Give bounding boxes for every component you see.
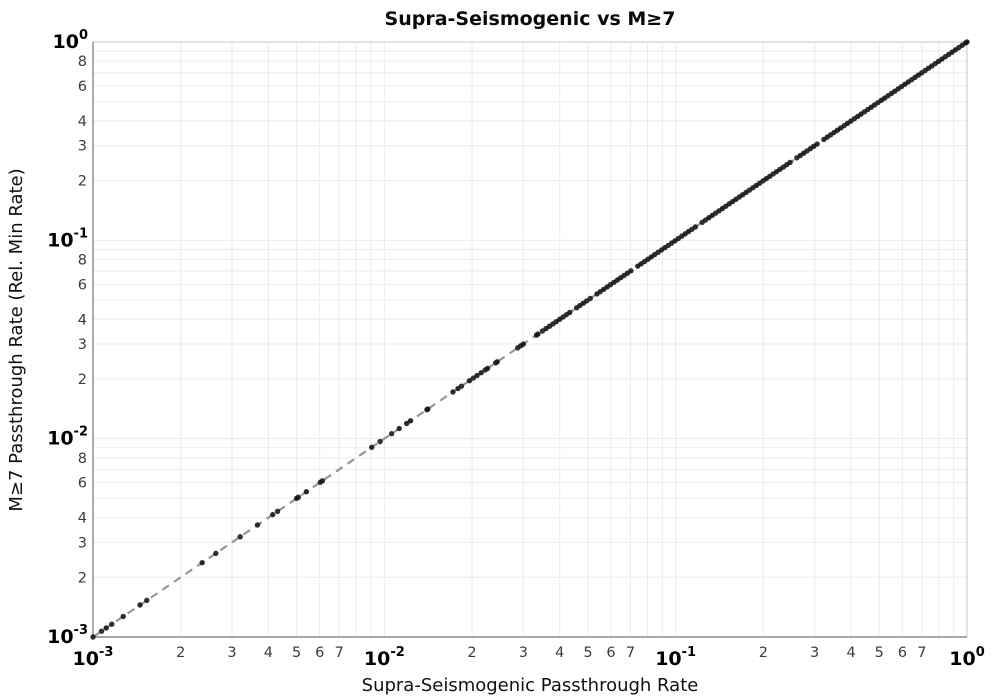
minor-tick-label: 3	[78, 337, 87, 353]
minor-tick-label: 4	[264, 645, 273, 661]
data-point	[199, 559, 205, 566]
major-tick-label: 10-1	[655, 645, 696, 670]
minor-tick-label: 4	[78, 511, 87, 527]
minor-tick-label: 8	[78, 451, 87, 467]
minor-tick-label: 7	[917, 645, 926, 661]
minor-tick-label: 6	[898, 645, 907, 661]
minor-tick-label: 6	[78, 277, 87, 293]
x-axis-title: Supra-Seismogenic Passthrough Rate	[362, 675, 699, 696]
minor-tick-label: 5	[583, 645, 592, 661]
data-point	[270, 511, 276, 518]
data-point	[494, 359, 500, 365]
minor-tick-label: 2	[467, 645, 476, 661]
data-point	[254, 522, 261, 528]
data-point	[520, 341, 527, 347]
grid-layer	[93, 41, 968, 637]
data-point	[213, 550, 219, 557]
minor-tick-label: 3	[78, 535, 87, 551]
data-point	[295, 494, 302, 500]
minor-tick-label: 2	[78, 570, 87, 586]
minor-tick-label: 8	[78, 253, 87, 269]
minor-tick-label: 6	[78, 79, 87, 95]
major-tick-label: 10-3	[47, 623, 88, 648]
minor-tick-label: 3	[227, 645, 236, 661]
minor-tick-label: 6	[78, 476, 87, 492]
data-point	[567, 309, 573, 316]
major-tick-label: 10-3	[73, 645, 114, 670]
data-point	[90, 634, 96, 640]
data-point	[458, 383, 465, 389]
data-point	[403, 420, 410, 427]
data-point	[814, 141, 820, 147]
data-point	[628, 268, 634, 274]
data-point	[474, 372, 480, 379]
data-point	[692, 224, 699, 230]
data-point	[388, 431, 395, 437]
data-point	[319, 478, 326, 484]
data-point	[407, 418, 414, 424]
data-point	[103, 625, 109, 631]
major-tick-label: 100	[53, 28, 89, 53]
major-tick-label: 10-2	[364, 645, 405, 670]
minor-tick-label: 4	[78, 312, 87, 328]
major-tick-label: 100	[949, 645, 985, 670]
minor-tick-label: 8	[78, 54, 87, 70]
minor-tick-label: 2	[759, 645, 768, 661]
data-points-layer	[90, 39, 970, 640]
data-point	[377, 438, 383, 445]
minor-tick-label: 2	[78, 174, 87, 190]
minor-tick-label: 5	[875, 645, 884, 661]
minor-tick-label: 4	[846, 645, 855, 661]
minor-tick-label: 4	[78, 114, 87, 130]
data-point	[450, 389, 456, 395]
data-point	[144, 597, 150, 604]
minor-tick-label: 6	[606, 645, 615, 661]
data-point	[425, 406, 431, 412]
data-point	[120, 613, 126, 620]
data-point	[535, 331, 541, 337]
data-point	[109, 621, 115, 627]
y-axis-title: M≥7 Passthrough Rate (Rel. Min Rate)	[6, 168, 27, 511]
minor-tick-label: 3	[519, 645, 528, 661]
minor-tick-label: 3	[810, 645, 819, 661]
data-point	[964, 39, 970, 45]
data-point	[369, 444, 375, 450]
minor-tick-label: 2	[78, 372, 87, 388]
minor-tick-label: 7	[626, 645, 635, 661]
data-point	[396, 425, 402, 432]
minor-tick-label: 3	[78, 139, 87, 155]
minor-tick-label: 2	[176, 645, 185, 661]
minor-tick-label: 4	[555, 645, 564, 661]
chart-title: Supra-Seismogenic vs M≥7	[385, 8, 676, 30]
data-point	[303, 489, 310, 495]
data-point	[787, 159, 793, 166]
data-point	[274, 508, 281, 515]
minor-tick-label: 6	[315, 645, 324, 661]
data-point	[484, 365, 491, 372]
data-point	[478, 370, 484, 376]
major-tick-label: 10-1	[47, 226, 88, 251]
minor-tick-label: 7	[335, 645, 344, 661]
data-point	[137, 602, 143, 608]
data-point	[466, 378, 473, 384]
data-point	[587, 295, 593, 302]
data-point	[237, 534, 243, 540]
minor-tick-label: 5	[292, 645, 301, 661]
data-point	[98, 628, 105, 634]
major-tick-label: 10-2	[47, 425, 88, 450]
plot-frame	[92, 41, 968, 638]
